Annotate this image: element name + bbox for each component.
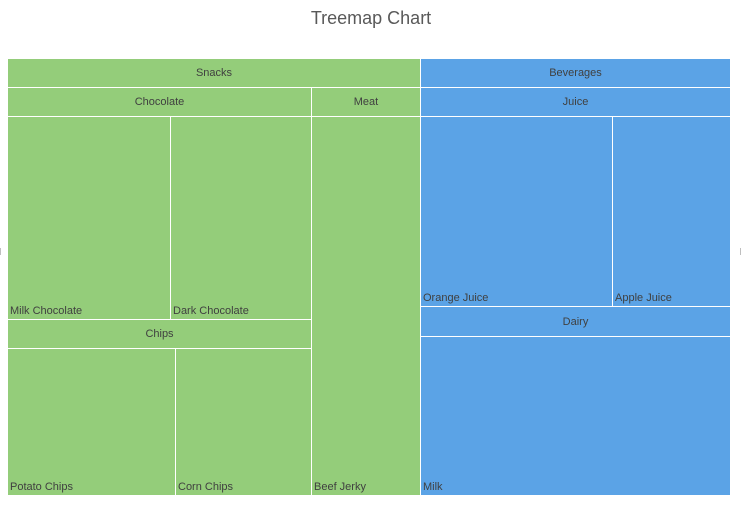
subgroup-header-chips[interactable]: Chips [7, 319, 312, 349]
leaf-label: Milk [423, 481, 443, 493]
subgroup-header-chocolate[interactable]: Chocolate [7, 87, 312, 117]
group-header-snacks[interactable]: Snacks [7, 58, 421, 88]
leaf-label: Potato Chips [10, 481, 73, 493]
group-header-beverages[interactable]: Beverages [420, 58, 731, 88]
chart-title: Treemap Chart [310, 8, 432, 28]
subgroup-header-dairy[interactable]: Dairy [420, 306, 731, 337]
leaf-corn-chips[interactable]: Corn Chips [175, 348, 312, 496]
leaf-beef-jerky[interactable]: Beef Jerky [311, 116, 421, 496]
leaf-milk[interactable]: Milk [420, 336, 731, 496]
subgroup-header-juice[interactable]: Juice [420, 87, 731, 117]
leaf-orange-juice[interactable]: Orange Juice [420, 116, 613, 307]
leaf-apple-juice[interactable]: Apple Juice [612, 116, 731, 307]
leaf-label: Dark Chocolate [173, 305, 249, 317]
left-edge-tick [0, 248, 1, 255]
leaf-dark-chocolate[interactable]: Dark Chocolate [170, 116, 312, 320]
subgroup-header-meat[interactable]: Meat [311, 87, 421, 117]
leaf-label: Apple Juice [615, 292, 672, 304]
right-edge-tick [740, 248, 741, 255]
leaf-label: Orange Juice [423, 292, 489, 304]
leaf-label: Corn Chips [178, 481, 234, 493]
leaf-label: Milk Chocolate [10, 305, 83, 317]
leaf-milk-chocolate[interactable]: Milk Chocolate [7, 116, 171, 320]
leaf-potato-chips[interactable]: Potato Chips [7, 348, 176, 496]
leaf-label: Beef Jerky [314, 481, 366, 493]
